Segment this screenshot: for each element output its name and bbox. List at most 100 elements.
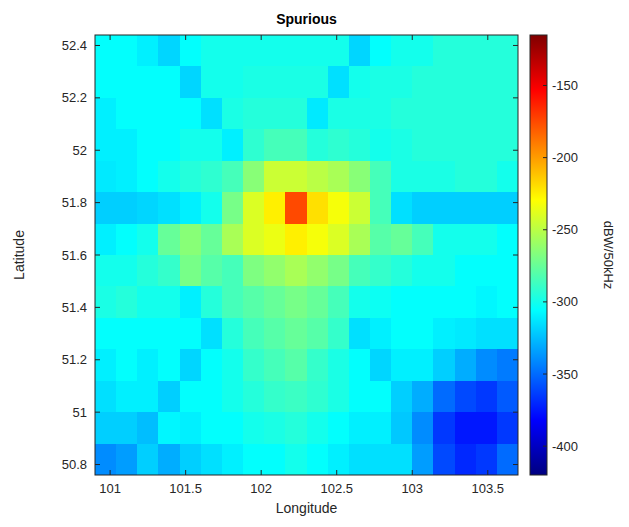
heatmap-cell	[307, 129, 329, 161]
heatmap-cell	[391, 255, 413, 287]
heatmap-cell	[328, 444, 350, 475]
heatmap-cell	[158, 412, 180, 444]
heatmap-cell	[222, 349, 244, 381]
heatmap-cell	[201, 444, 223, 475]
x-tick	[185, 470, 186, 475]
heatmap-cell	[222, 412, 244, 444]
heatmap-cell	[455, 286, 477, 318]
heatmap-cell	[243, 98, 265, 130]
heatmap-cell	[307, 35, 329, 67]
heatmap-cell	[391, 349, 413, 381]
heatmap-cell	[391, 192, 413, 224]
heatmap-cell	[391, 381, 413, 413]
heatmap-cell	[285, 129, 307, 161]
x-axis-title: Longitude	[276, 500, 338, 516]
heatmap-cell	[285, 412, 307, 444]
x-tick	[110, 35, 111, 40]
heatmap-cell	[497, 349, 518, 381]
heatmap-cell	[158, 98, 180, 130]
heatmap-cell	[455, 381, 477, 413]
heatmap-cell	[455, 98, 477, 130]
heatmap-cell	[137, 161, 159, 193]
heatmap-cell	[116, 412, 138, 444]
heatmap-cell	[433, 98, 455, 130]
heatmap-cell	[222, 161, 244, 193]
heatmap-cell	[307, 224, 329, 256]
y-tick	[513, 202, 518, 203]
heatmap-cell	[328, 192, 350, 224]
y-tick-label: 51.6	[62, 248, 87, 263]
heatmap-cell	[370, 381, 392, 413]
heatmap-cell	[137, 444, 159, 475]
heatmap-cell	[285, 35, 307, 67]
colorbar-tick	[543, 446, 547, 447]
heatmap-cell	[180, 412, 202, 444]
heatmap-cell	[497, 381, 518, 413]
heatmap-cell	[180, 224, 202, 256]
heatmap-cell	[328, 161, 350, 193]
heatmap-cell	[412, 129, 434, 161]
heatmap-cell	[328, 286, 350, 318]
y-tick	[95, 97, 100, 98]
heatmap-cell	[243, 192, 265, 224]
heatmap-cell	[243, 286, 265, 318]
heatmap-cell	[328, 35, 350, 67]
heatmap-cell	[455, 192, 477, 224]
heatmap-cell	[476, 224, 498, 256]
colorbar-tick	[543, 85, 547, 86]
heatmap-cell	[307, 381, 329, 413]
heatmap-cell	[412, 161, 434, 193]
heatmap-cell	[370, 192, 392, 224]
x-tick-label: 102.5	[320, 481, 353, 496]
heatmap-cell	[433, 66, 455, 98]
heatmap-cell	[497, 318, 518, 350]
heatmap-cell	[116, 192, 138, 224]
heatmap-cell	[243, 129, 265, 161]
heatmap-cell	[412, 255, 434, 287]
heatmap-cell	[476, 412, 498, 444]
heatmap-cell	[158, 192, 180, 224]
heatmap-cell	[201, 161, 223, 193]
heatmap-cell	[370, 286, 392, 318]
y-tick	[95, 359, 100, 360]
heatmap-cell	[201, 66, 223, 98]
heatmap-cell	[158, 161, 180, 193]
heatmap-cell	[137, 349, 159, 381]
heatmap-cell	[180, 129, 202, 161]
x-tick	[412, 470, 413, 475]
heatmap-cell	[328, 129, 350, 161]
heatmap-cell	[201, 224, 223, 256]
y-tick	[513, 150, 518, 151]
heatmap-cell	[307, 98, 329, 130]
heatmap-cells	[95, 35, 518, 475]
heatmap-cell	[264, 192, 286, 224]
heatmap-cell	[222, 255, 244, 287]
heatmap-cell	[180, 349, 202, 381]
heatmap-cell	[180, 286, 202, 318]
y-tick-label: 51.4	[62, 300, 87, 315]
heatmap-cell	[391, 412, 413, 444]
heatmap-cell	[433, 412, 455, 444]
heatmap-cell	[264, 255, 286, 287]
y-tick	[513, 97, 518, 98]
heatmap-cell	[370, 161, 392, 193]
heatmap-cell	[222, 224, 244, 256]
heatmap-cell	[222, 192, 244, 224]
heatmap-cell	[455, 66, 477, 98]
heatmap-cell	[243, 161, 265, 193]
heatmap-cell	[201, 192, 223, 224]
heatmap-cell	[349, 129, 371, 161]
heatmap-cell	[95, 444, 117, 475]
plot-frame	[95, 35, 518, 475]
heatmap-cell	[349, 286, 371, 318]
heatmap-cell	[328, 66, 350, 98]
heatmap-cell	[116, 224, 138, 256]
heatmap-cell	[391, 286, 413, 318]
heatmap-cell	[476, 98, 498, 130]
heatmap-cell	[243, 318, 265, 350]
heatmap-cell	[158, 224, 180, 256]
heatmap-cell	[116, 161, 138, 193]
heatmap-cell	[455, 444, 477, 475]
heatmap-cell	[370, 349, 392, 381]
heatmap-cell	[349, 349, 371, 381]
